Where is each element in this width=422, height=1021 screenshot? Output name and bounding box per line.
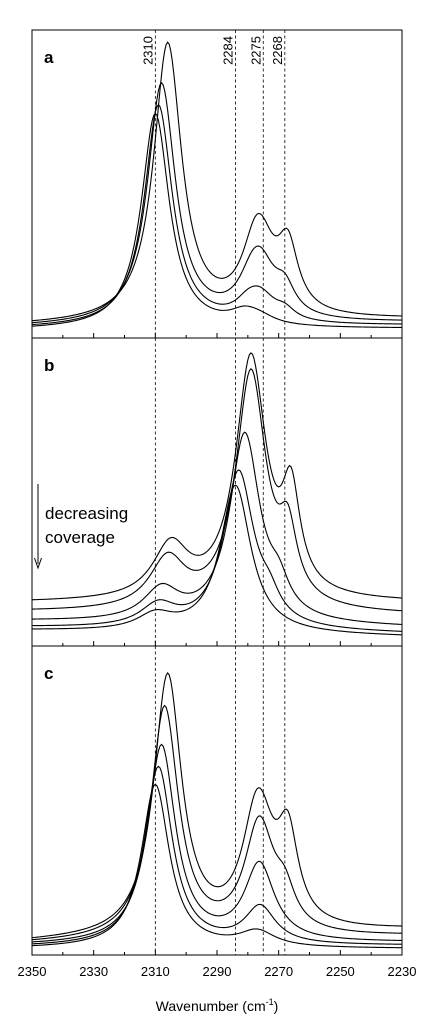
coverage-annotation: decreasing coverage xyxy=(34,484,128,570)
x-tick-label-2350: 2350 xyxy=(18,964,47,979)
x-tick-label-2330: 2330 xyxy=(79,964,108,979)
panel-c-series-4 xyxy=(31,765,403,945)
panel-a-series-3 xyxy=(31,103,403,326)
panel-c-series-2 xyxy=(31,704,403,941)
annotation-line-1: decreasing xyxy=(45,504,128,523)
panel-a-label: a xyxy=(44,48,54,67)
panel-a-series-4 xyxy=(31,112,403,329)
peak-label-2310: 2310 xyxy=(140,36,155,65)
x-axis-label: Wavenumber (cm-1) xyxy=(156,997,279,1014)
panel-c-label: c xyxy=(44,664,53,683)
x-tick-label-2270: 2270 xyxy=(264,964,293,979)
x-axis-label-tail: ) xyxy=(274,998,279,1014)
peak-labels: 2310 2284 2275 2268 xyxy=(140,36,284,65)
annotation-line-2: coverage xyxy=(45,528,115,547)
coverage-arrow-head xyxy=(34,557,42,570)
panel-b: b xyxy=(31,337,403,647)
x-tick-label-2250: 2250 xyxy=(326,964,355,979)
panel-a-series-1 xyxy=(31,41,403,322)
x-tick-label-2310: 2310 xyxy=(141,964,170,979)
spectra-panels: a b c xyxy=(31,29,403,956)
panel-b-series-2 xyxy=(31,368,403,612)
peak-label-2268: 2268 xyxy=(270,36,285,65)
panel-c-frame xyxy=(31,645,403,956)
panel-a-series-2 xyxy=(31,81,403,324)
peak-label-2284: 2284 xyxy=(221,36,236,65)
x-axis-label-main: Wavenumber (cm xyxy=(156,998,266,1014)
panel-c-series-3 xyxy=(31,743,403,943)
panel-b-series-4 xyxy=(31,469,403,632)
panel-c-series-1 xyxy=(31,672,403,939)
panel-a: a xyxy=(31,29,403,339)
panel-b-series-5 xyxy=(32,484,403,636)
panel-b-label: b xyxy=(44,356,54,375)
x-tick-label-2290: 2290 xyxy=(203,964,232,979)
peak-label-2275: 2275 xyxy=(248,36,263,65)
x-axis-label-sup: -1 xyxy=(266,997,274,1007)
panel-b-series-1 xyxy=(31,352,403,601)
panel-c-series-5 xyxy=(31,783,403,949)
peak-guide-lines xyxy=(154,30,286,955)
panel-b-frame xyxy=(31,337,403,647)
panel-c: c xyxy=(31,645,403,956)
x-tick-label-2230: 2230 xyxy=(388,964,417,979)
x-axis: 2350 2330 2310 2290 2270 2250 2230 xyxy=(18,333,417,979)
